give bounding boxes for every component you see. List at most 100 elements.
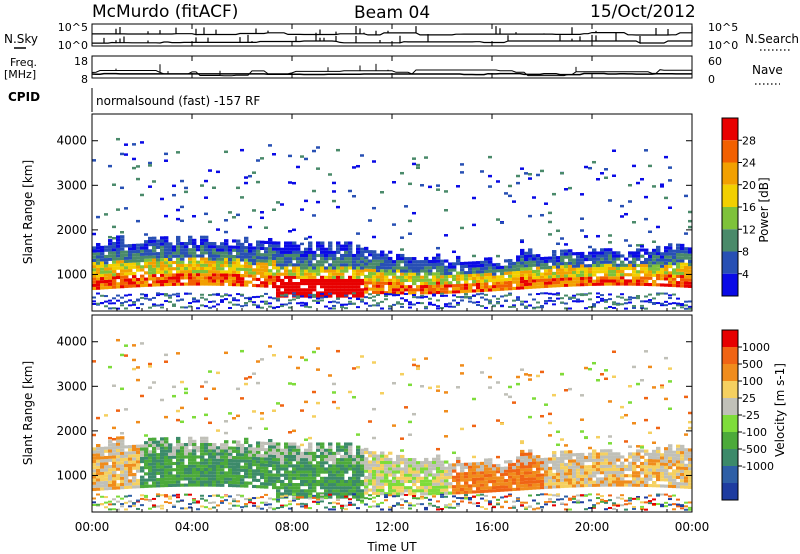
power-cell xyxy=(216,254,221,258)
velocity-cell xyxy=(636,495,640,498)
velocity-cell xyxy=(328,483,333,487)
velocity-cell xyxy=(440,495,444,498)
velocity-cell xyxy=(320,476,325,480)
velocity-cell xyxy=(408,383,412,387)
power-cell xyxy=(464,261,469,265)
power-cell xyxy=(340,288,345,292)
velocity-cell xyxy=(412,483,417,487)
velocity-cell xyxy=(372,476,377,480)
velocity-cell xyxy=(488,489,493,493)
power-cell xyxy=(688,263,693,267)
power-cell xyxy=(576,293,580,296)
velocity-cell xyxy=(416,470,421,474)
power-cell xyxy=(320,299,324,302)
power-cell xyxy=(372,250,377,254)
velocity-cell xyxy=(572,475,577,479)
power-cell xyxy=(640,267,645,271)
velocity-cell xyxy=(596,493,600,496)
power-cell xyxy=(332,275,337,279)
velocity-cell xyxy=(452,475,457,479)
velocity-cell xyxy=(520,477,525,482)
velocity-cell xyxy=(408,470,413,474)
velocity-cell xyxy=(176,440,181,444)
velocity-cell xyxy=(520,487,525,491)
power-cell xyxy=(156,245,161,249)
power-cell xyxy=(644,248,649,252)
velocity-cell xyxy=(428,502,432,505)
power-cell xyxy=(152,236,157,240)
power-cell xyxy=(404,205,408,208)
velocity-cell xyxy=(156,465,161,469)
velocity-cell xyxy=(432,476,437,480)
velocity-cell xyxy=(248,447,253,451)
velocity-cell xyxy=(588,367,592,371)
power-cell xyxy=(560,252,565,256)
power-cell xyxy=(556,262,561,266)
velocity-cell xyxy=(256,360,260,363)
power-cell xyxy=(164,267,169,271)
power-cell xyxy=(120,302,124,305)
power-cell xyxy=(588,270,593,274)
power-cell xyxy=(332,304,336,307)
velocity-cell xyxy=(268,448,273,452)
power-cell xyxy=(488,257,493,261)
velocity-cell xyxy=(424,485,429,490)
power-cell xyxy=(316,300,320,303)
velocity-cell xyxy=(148,475,153,479)
velocity-cell xyxy=(364,503,368,506)
power-cell xyxy=(640,270,645,274)
power-cell xyxy=(656,255,661,259)
power-cell xyxy=(396,269,401,273)
power-cell xyxy=(636,248,641,252)
velocity-cell xyxy=(544,403,548,406)
power-cell xyxy=(184,248,189,252)
velocity-cell xyxy=(248,481,253,485)
velocity-cell xyxy=(160,494,164,497)
velocity-cell xyxy=(432,463,437,468)
velocity-cell xyxy=(152,440,157,444)
power-cell xyxy=(420,302,424,305)
velocity-cell xyxy=(280,479,285,484)
velocity-cell xyxy=(540,464,545,468)
velocity-cell xyxy=(248,450,253,454)
velocity-cell xyxy=(260,444,265,448)
power-cell xyxy=(292,250,297,254)
velocity-cell xyxy=(460,475,465,479)
velocity-cell xyxy=(208,471,213,475)
velocity-cell xyxy=(148,469,153,473)
power-cell xyxy=(604,248,609,252)
velocity-cell xyxy=(348,483,353,487)
power-cell xyxy=(496,180,500,183)
velocity-cell xyxy=(336,498,340,501)
power-cell xyxy=(292,294,296,297)
velocity-cell xyxy=(460,484,465,488)
velocity-cell xyxy=(108,474,113,478)
power-cell xyxy=(484,263,489,267)
power-cell xyxy=(316,167,320,170)
velocity-cell xyxy=(460,500,464,503)
velocity-cell xyxy=(412,467,417,471)
power-cell xyxy=(620,270,625,274)
power-cell xyxy=(588,166,592,170)
velocity-cell xyxy=(208,467,213,472)
power-cell xyxy=(364,302,368,305)
power-cell xyxy=(332,282,337,286)
power-cell xyxy=(176,267,181,271)
power-cell xyxy=(140,277,145,281)
power-cell xyxy=(244,297,248,300)
power-cell xyxy=(460,296,464,299)
velocity-cell xyxy=(364,475,369,480)
power-cell xyxy=(580,217,584,220)
velocity-cell xyxy=(508,478,513,482)
power-cell xyxy=(564,277,569,281)
power-cell xyxy=(632,251,637,255)
velocity-cell xyxy=(92,469,97,473)
velocity-cell xyxy=(316,461,321,465)
power-cell xyxy=(200,235,205,239)
velocity-cell xyxy=(652,465,657,469)
velocity-cell xyxy=(168,465,173,469)
velocity-cell xyxy=(240,349,244,353)
velocity-cell xyxy=(644,396,648,400)
velocity-cell xyxy=(392,495,396,498)
power-cell xyxy=(188,266,193,271)
